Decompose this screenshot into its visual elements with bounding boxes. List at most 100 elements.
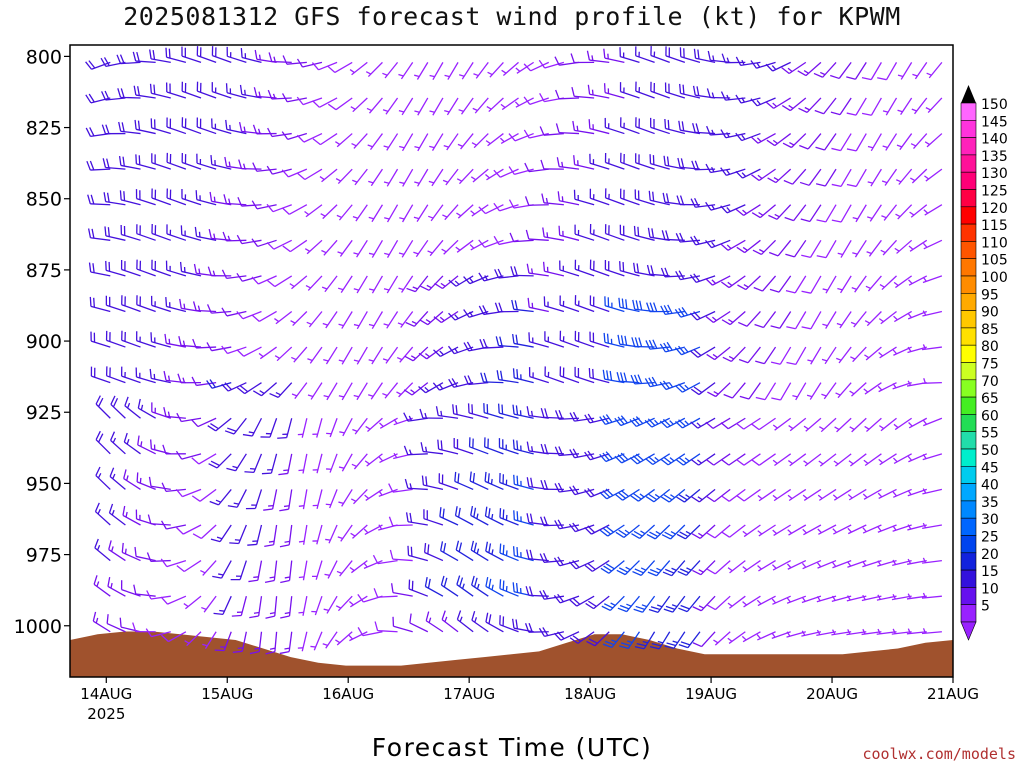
wind-barb bbox=[692, 123, 716, 135]
wind-barb bbox=[772, 524, 792, 536]
chart-title: 2025081312 GFS forecast wind profile (kt… bbox=[123, 2, 901, 31]
wind-barb bbox=[705, 310, 731, 323]
wind-barb bbox=[209, 191, 232, 206]
y-tick-label: 850 bbox=[26, 189, 62, 211]
wind-barb bbox=[108, 503, 126, 526]
wind-barb bbox=[162, 444, 186, 455]
wind-barb bbox=[403, 382, 429, 396]
wind-barb bbox=[604, 153, 625, 170]
wind-barb bbox=[267, 275, 293, 288]
wind-barb bbox=[604, 260, 625, 277]
wind-barb bbox=[664, 118, 686, 135]
wind-barb bbox=[892, 453, 912, 465]
wind-barb bbox=[630, 488, 655, 502]
wind-barb bbox=[298, 489, 308, 510]
wind-barb bbox=[798, 97, 822, 113]
wind-barb bbox=[512, 333, 534, 348]
colorbar-swatch bbox=[960, 154, 977, 173]
wind-barb bbox=[312, 453, 323, 474]
wind-barb bbox=[236, 234, 262, 245]
wind-barb bbox=[832, 524, 852, 535]
wind-barb bbox=[161, 482, 186, 493]
wind-barb bbox=[863, 382, 882, 395]
wind-barb bbox=[910, 133, 928, 149]
wind-barb bbox=[367, 382, 383, 400]
wind-barb bbox=[352, 204, 368, 222]
wind-barb bbox=[480, 372, 504, 384]
x-tick-label: 17AUG bbox=[443, 685, 495, 703]
wind-barb bbox=[770, 346, 792, 365]
wind-barb bbox=[105, 295, 126, 313]
wind-barb bbox=[863, 453, 882, 467]
wind-barb bbox=[559, 330, 580, 348]
wind-barb bbox=[420, 442, 443, 455]
wind-barb bbox=[882, 97, 898, 116]
colorbar-label: 25 bbox=[981, 530, 999, 546]
wind-barb bbox=[429, 133, 444, 151]
wind-barb bbox=[105, 260, 126, 277]
wind-barb bbox=[251, 238, 277, 248]
wind-barb bbox=[336, 560, 353, 577]
colorbar-top-arrow bbox=[961, 85, 976, 103]
wind-barb bbox=[398, 239, 414, 258]
wind-barb bbox=[589, 259, 610, 277]
wind-barb bbox=[296, 96, 323, 106]
wind-barb bbox=[569, 485, 595, 496]
wind-barb bbox=[554, 446, 580, 457]
wind-barb bbox=[165, 47, 187, 64]
wind-barb bbox=[665, 46, 686, 64]
wind-barb bbox=[772, 417, 792, 431]
wind-barb bbox=[181, 117, 202, 135]
wind-barb bbox=[470, 540, 489, 562]
wind-barb bbox=[472, 97, 489, 114]
wind-barb bbox=[589, 295, 610, 313]
wind-barb bbox=[279, 524, 293, 548]
wind-barb bbox=[792, 382, 807, 401]
wind-barb bbox=[802, 488, 822, 501]
wind-barb bbox=[438, 473, 459, 491]
wind-barb bbox=[499, 508, 519, 526]
wind-barb bbox=[454, 506, 474, 526]
wind-barb bbox=[268, 52, 292, 64]
wind-barb bbox=[645, 488, 671, 503]
wind-barb bbox=[227, 489, 247, 508]
wind-barb bbox=[176, 412, 202, 423]
wind-barb bbox=[896, 168, 913, 185]
wind-barb bbox=[264, 560, 278, 584]
wind-barb bbox=[604, 224, 625, 241]
wind-barb bbox=[679, 47, 701, 64]
wind-barb bbox=[192, 301, 217, 313]
wind-barb bbox=[750, 132, 776, 144]
wind-barb bbox=[599, 524, 625, 537]
wind-barb bbox=[134, 546, 156, 562]
wind-barb bbox=[632, 560, 656, 577]
wind-barb bbox=[237, 197, 262, 207]
wind-barb bbox=[830, 61, 852, 80]
wind-barb bbox=[175, 488, 202, 498]
wind-barb bbox=[165, 260, 187, 277]
wind-barb bbox=[368, 204, 383, 223]
wind-barb bbox=[441, 239, 459, 255]
colorbar-label: 115 bbox=[981, 218, 1008, 234]
wind-barb bbox=[418, 346, 444, 360]
wind-barb bbox=[225, 83, 247, 99]
wind-barb bbox=[351, 133, 368, 149]
wind-barb bbox=[338, 346, 353, 365]
wind-barb bbox=[456, 575, 474, 597]
wind-barb bbox=[164, 333, 187, 348]
wind-barb bbox=[721, 310, 746, 326]
wind-barb bbox=[570, 53, 595, 64]
wind-barb bbox=[921, 592, 942, 599]
wind-barb bbox=[635, 46, 655, 64]
wind-barb bbox=[678, 631, 701, 649]
colorbar-swatch bbox=[960, 483, 977, 502]
wind-barb bbox=[528, 332, 549, 348]
wind-barb bbox=[191, 453, 217, 465]
wind-barb bbox=[664, 82, 686, 99]
wind-barb bbox=[882, 133, 898, 151]
wind-barb bbox=[587, 84, 610, 99]
wind-barb bbox=[209, 489, 232, 506]
wind-barb bbox=[864, 311, 882, 327]
wind-barb bbox=[90, 366, 111, 384]
wind-barb bbox=[769, 275, 792, 293]
